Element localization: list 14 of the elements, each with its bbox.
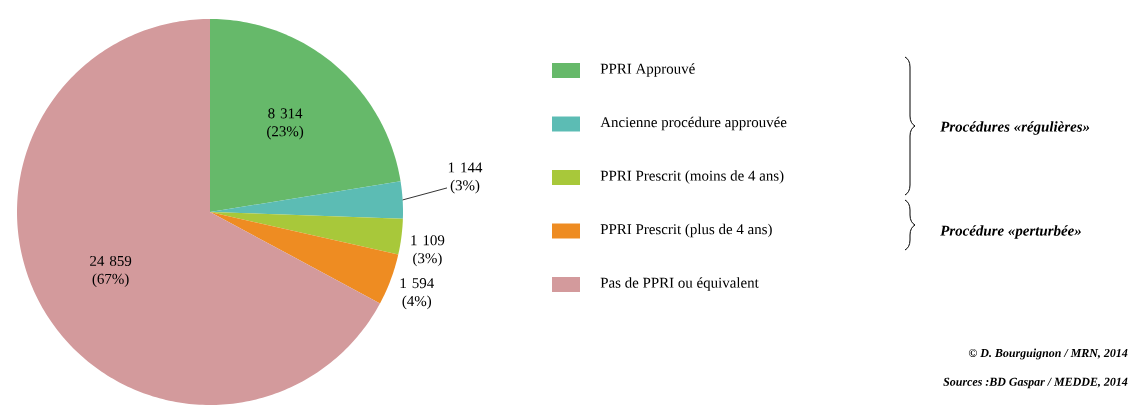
source-note: Sources :BD Gaspar / MEDDE, 2014	[943, 377, 1128, 389]
legend-label: PPRI Prescrit (plus de 4 ans)	[600, 223, 772, 238]
text: Procédures «régulières»	[940, 121, 1090, 135]
data-label: 1 109 (3%)	[411, 235, 445, 267]
legend-label: Pas de PPRI ou équivalent	[600, 277, 759, 291]
data-label: 1 144 (3%)	[448, 162, 483, 194]
text: © D. Bourguignon / MRN, 2014	[968, 348, 1128, 360]
data-label: 1 594 (4%)	[400, 278, 434, 310]
legend-label: PPRI Approuvé	[600, 63, 695, 77]
data-label: 24 859 (67%)	[90, 255, 132, 287]
legend-label: Ancienne procédure approuvée	[600, 116, 787, 131]
text: Procédure «perturbée»	[940, 225, 1081, 239]
legend-label: PPRI Prescrit (moins de 4 ans)	[600, 170, 784, 184]
data-label: 8 314 (23%)	[267, 108, 304, 140]
